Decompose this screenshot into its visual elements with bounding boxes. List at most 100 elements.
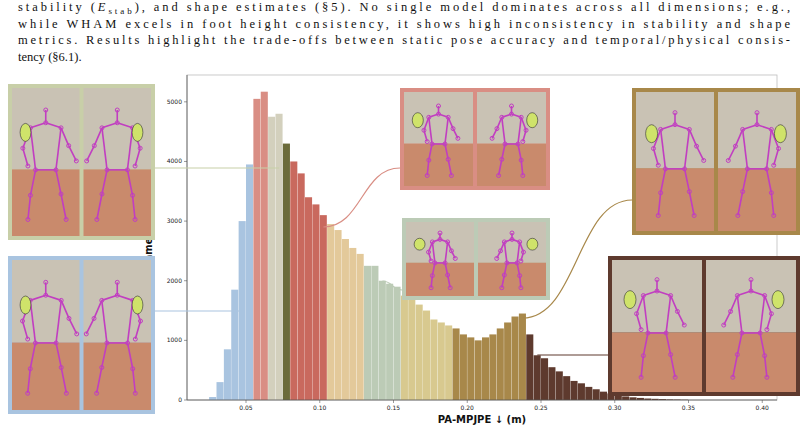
bone xyxy=(743,169,748,192)
bone xyxy=(94,128,102,146)
bone xyxy=(765,296,772,314)
y-tick-label: 1000 xyxy=(167,336,182,343)
photo-background xyxy=(84,260,152,343)
joint xyxy=(500,115,504,119)
x-tick-label: 0.40 xyxy=(756,404,770,411)
joint xyxy=(733,144,737,148)
bone xyxy=(107,342,128,344)
joint xyxy=(429,286,433,290)
x-tick-label: 0.15 xyxy=(387,404,401,411)
bar xyxy=(364,266,371,400)
photo-background xyxy=(477,92,546,144)
bar xyxy=(379,281,386,400)
x-tick-label: 0.35 xyxy=(682,404,696,411)
caption-text: stability ( xyxy=(18,0,95,14)
joint xyxy=(451,127,455,131)
photo-court xyxy=(12,343,80,411)
joint xyxy=(100,365,104,369)
bone xyxy=(685,169,690,192)
joint xyxy=(519,158,523,162)
bar xyxy=(438,322,445,400)
joint xyxy=(430,240,434,244)
caption-line: while WHAM excels in foot height consist… xyxy=(18,17,790,31)
joint xyxy=(443,261,447,265)
joint xyxy=(54,168,58,172)
photo-court xyxy=(12,169,80,236)
photo-court xyxy=(706,333,796,392)
joint xyxy=(433,261,437,265)
y-tick xyxy=(184,280,187,281)
bone xyxy=(439,233,441,239)
joint xyxy=(772,213,776,217)
joint xyxy=(519,286,523,290)
bar xyxy=(460,334,467,400)
x-tick xyxy=(762,400,763,403)
y-tick xyxy=(184,340,187,341)
joint xyxy=(490,136,494,140)
joint xyxy=(769,312,773,316)
bar xyxy=(630,397,637,400)
bone xyxy=(61,300,69,318)
bar xyxy=(305,197,312,400)
bone xyxy=(30,128,35,170)
joint xyxy=(495,127,499,131)
bar xyxy=(423,311,430,400)
joint xyxy=(125,168,129,172)
photo-background xyxy=(706,260,796,333)
joint xyxy=(95,391,99,395)
joint xyxy=(64,391,68,395)
y-tick-label: 0 xyxy=(178,396,182,403)
bone xyxy=(35,342,56,344)
joint xyxy=(763,354,767,358)
bone xyxy=(94,300,102,318)
joint xyxy=(740,331,744,335)
pose-skeleton xyxy=(422,104,460,178)
joint xyxy=(21,146,25,150)
bone xyxy=(69,318,77,333)
pose-skeleton xyxy=(651,111,705,218)
joint xyxy=(741,190,745,194)
bone xyxy=(61,367,66,393)
joint xyxy=(510,237,514,241)
bar xyxy=(394,287,401,400)
bone xyxy=(738,192,743,216)
y-tick xyxy=(184,221,187,222)
pose-skeleton xyxy=(85,108,142,221)
racket xyxy=(772,291,784,309)
joint xyxy=(659,191,663,195)
joint xyxy=(635,312,639,316)
joint xyxy=(44,121,48,125)
joint xyxy=(675,309,679,313)
bar xyxy=(445,325,452,400)
joint xyxy=(745,167,749,171)
racket xyxy=(20,296,31,314)
bone xyxy=(735,129,742,146)
joint xyxy=(34,168,38,172)
bone xyxy=(102,300,107,343)
bone xyxy=(648,332,666,334)
bone xyxy=(767,129,772,168)
joint xyxy=(687,190,691,194)
pose-skeleton xyxy=(726,111,780,218)
joint xyxy=(26,337,30,341)
joint xyxy=(702,158,706,162)
joint xyxy=(422,128,426,132)
bone xyxy=(87,146,95,161)
bone xyxy=(86,318,94,333)
joint xyxy=(765,375,769,379)
joint xyxy=(446,240,450,244)
photo-court xyxy=(612,333,702,392)
joint xyxy=(44,293,48,297)
joint xyxy=(131,367,135,371)
bar xyxy=(357,254,364,400)
joint xyxy=(726,158,730,162)
joint xyxy=(28,367,32,371)
bone xyxy=(661,129,666,168)
x-tick xyxy=(393,400,394,403)
bone xyxy=(97,194,102,219)
joint xyxy=(524,128,528,132)
joint xyxy=(100,192,104,196)
bar xyxy=(430,319,437,400)
pose-skeleton xyxy=(722,278,774,380)
joint xyxy=(769,127,773,131)
